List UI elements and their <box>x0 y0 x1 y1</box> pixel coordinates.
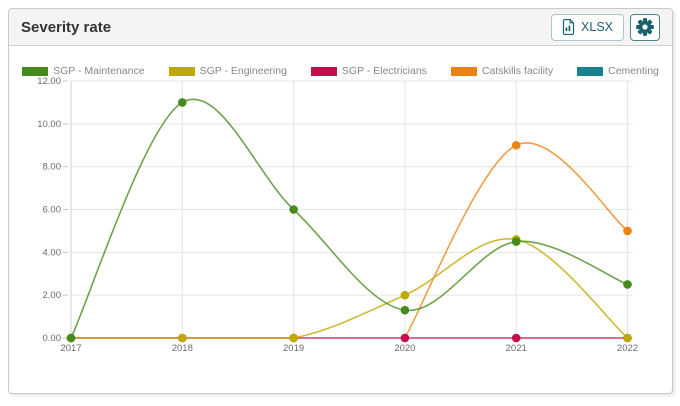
chart-card: Severity rate XLSX <box>8 8 673 394</box>
svg-text:8.00: 8.00 <box>43 162 62 173</box>
legend-swatch <box>450 66 477 76</box>
legend-label: SGP - Electricians <box>341 65 427 77</box>
gear-icon <box>636 18 654 36</box>
svg-text:2021: 2021 <box>506 343 527 354</box>
legend-item[interactable]: SGP - Electricians <box>310 65 427 77</box>
legend-swatch <box>310 66 337 76</box>
legend-swatch <box>22 66 49 76</box>
legend-swatch <box>168 66 195 76</box>
page-title: Severity rate <box>21 18 112 36</box>
svg-text:0.00: 0.00 <box>43 333 62 344</box>
legend-label: SGP - Engineering <box>199 65 287 77</box>
svg-text:2019: 2019 <box>283 343 304 354</box>
export-xlsx-label: XLSX <box>581 20 613 34</box>
legend-item[interactable]: Cementing <box>577 65 659 77</box>
legend: SGP - Maintenance SGP - Engineering SGP - … <box>9 65 672 77</box>
legend-item[interactable]: Catskills facility <box>450 65 554 77</box>
svg-text:2022: 2022 <box>617 343 638 354</box>
svg-text:2020: 2020 <box>394 343 415 354</box>
svg-text:4.00: 4.00 <box>43 247 62 258</box>
legend-label: SGP - Maintenance <box>53 65 145 77</box>
svg-text:10.00: 10.00 <box>37 119 61 130</box>
settings-button[interactable] <box>630 13 660 41</box>
legend-item[interactable]: SGP - Engineering <box>168 65 287 77</box>
legend-label: Catskills facility <box>481 65 554 77</box>
legend-label: Cementing <box>608 65 659 77</box>
svg-text:12.00: 12.00 <box>37 76 61 87</box>
svg-text:2018: 2018 <box>172 343 193 354</box>
severity-rate-chart: 0.00 2.00 4.00 6.00 8.00 10.00 12.00 2017 2018 20… <box>37 76 638 354</box>
export-xlsx-button[interactable]: XLSX <box>551 13 624 41</box>
svg-text:6.00: 6.00 <box>43 205 62 216</box>
legend-swatch <box>577 66 604 76</box>
header-actions: XLSX <box>551 13 660 41</box>
file-spreadsheet-icon <box>562 19 575 35</box>
legend-item[interactable]: SGP - Maintenance <box>22 65 145 77</box>
svg-text:2.00: 2.00 <box>43 290 62 301</box>
card-header: Severity rate XLSX <box>9 9 672 46</box>
svg-text:2017: 2017 <box>60 343 81 354</box>
